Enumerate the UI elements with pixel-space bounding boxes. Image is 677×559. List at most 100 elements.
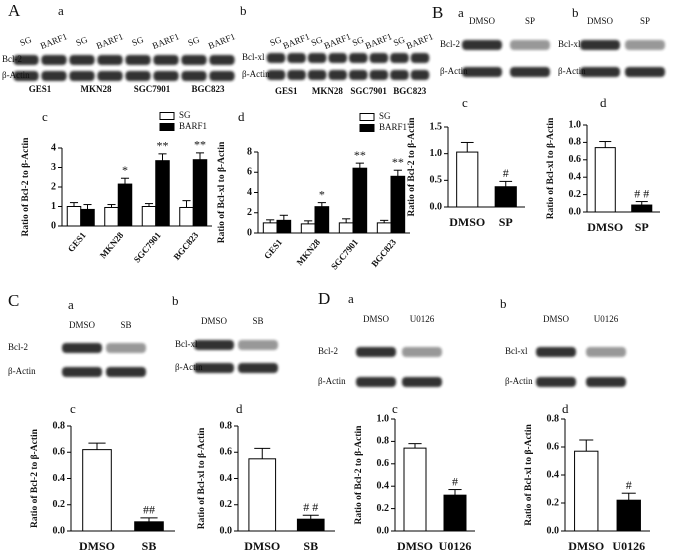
y-tick-label: 0.0 [569, 206, 582, 217]
y-tick-label: 1.0 [569, 119, 582, 130]
bar [104, 206, 119, 227]
blot-band [266, 53, 286, 63]
blot-band [97, 55, 123, 65]
blot-band [153, 55, 179, 65]
significance-label: ** [354, 148, 366, 162]
row-label: β-Actin [440, 66, 468, 76]
blot-band [402, 347, 442, 357]
y-tick-label: 0.2 [53, 499, 66, 510]
y-axis-label: Ratio of Bcl-xl to β-Actin [546, 117, 556, 219]
bar [155, 160, 170, 227]
blot-band [238, 340, 278, 350]
lane-label: BARF1 [281, 31, 311, 51]
significance-label: # # [634, 186, 649, 200]
blot-band [13, 55, 39, 65]
y-axis-label: Ratio of Bcl-2 to β-Actin [21, 137, 31, 237]
blot-band [181, 55, 207, 65]
y-tick-label: 1.0 [430, 148, 443, 159]
row-label: Bcl-xl [175, 339, 198, 349]
y-tick-label: 0 [51, 220, 56, 231]
significance-label: # [452, 474, 458, 488]
group-label: BGC823 [191, 84, 225, 94]
y-tick-label: 6 [247, 167, 252, 178]
blot-band [307, 53, 327, 63]
lane-label: BARF1 [95, 31, 125, 51]
blot-band [586, 377, 626, 387]
panel-letter: D [318, 289, 330, 308]
lane-label: SG [186, 34, 201, 48]
row-label: Bcl-2 [2, 54, 22, 64]
blot-band [97, 71, 123, 81]
significance-label: ** [392, 155, 404, 169]
bar [574, 450, 599, 532]
row-label: Bcl-2 [8, 342, 28, 352]
x-tick-label: SGC7901 [132, 230, 163, 265]
lane-label: U0126 [594, 314, 619, 324]
subpanel-letter: b [240, 3, 247, 18]
blot-band [369, 70, 389, 80]
y-tick-label: 0.6 [547, 441, 560, 452]
group-label: GES1 [29, 84, 52, 94]
row-label: β-Actin [2, 70, 30, 80]
y-axis-label: Ratio of Bcl-xl to β-Actin [197, 427, 207, 529]
blot-band [625, 67, 665, 77]
y-tick-label: 0.8 [53, 420, 66, 431]
bar [262, 222, 278, 234]
blot-band [238, 363, 278, 373]
y-tick-label: 1.5 [430, 121, 443, 132]
y-tick-label: 0.6 [569, 154, 582, 165]
y-axis-label: Ratio of Bcl-2 to β-Actin [407, 117, 417, 217]
subpanel-letter: a [68, 297, 74, 312]
blot-band [266, 70, 286, 80]
significance-label: * [319, 187, 325, 201]
bar [141, 206, 157, 227]
y-tick-label: 0.5 [430, 175, 443, 186]
lane-label: SG [310, 34, 325, 48]
bar [390, 175, 406, 234]
blot-band [125, 71, 151, 81]
row-label: Bcl-2 [440, 39, 460, 49]
y-tick-label: 0.2 [569, 189, 582, 200]
blot-band [510, 40, 550, 50]
subpanel-letter: d [600, 95, 607, 110]
bar [192, 159, 208, 227]
significance-label: ## [143, 503, 155, 517]
y-tick-label: 0.4 [220, 473, 233, 484]
group-label: SGC7901 [350, 86, 387, 96]
blot-band [209, 71, 235, 81]
y-tick-label: 2 [51, 181, 56, 192]
x-tick-label: SGC7901 [329, 237, 360, 272]
y-tick-label: 0.6 [220, 447, 233, 458]
blot-band [194, 363, 234, 373]
blot-band [349, 70, 368, 80]
x-tick-label: SP [499, 215, 513, 229]
row-label: β-Actin [175, 362, 203, 372]
blot-band [41, 71, 67, 81]
blot-band [153, 71, 179, 81]
bar [456, 151, 479, 208]
legend-swatch [359, 124, 375, 132]
row-label: β-Actin [505, 376, 533, 386]
lane-label: DMSO [201, 316, 228, 326]
y-tick-label: 0.6 [377, 458, 390, 469]
legend-swatch [359, 113, 375, 121]
x-tick-label: U0126 [439, 539, 472, 553]
blot-band [125, 55, 151, 65]
subpanel-letter: c [462, 95, 468, 110]
y-axis-label: Ratio of Bcl-2 to β-Actin [30, 428, 40, 528]
lane-label: SB [120, 320, 131, 330]
legend-swatch [159, 123, 175, 131]
bar [631, 204, 653, 213]
bar [296, 518, 325, 532]
y-axis-label: Ratio of Bcl-xl to β-Actin [217, 141, 227, 243]
blot-band [106, 343, 146, 353]
y-tick-label: 0.2 [220, 499, 233, 510]
blot-band [410, 70, 430, 80]
subpanel-letter: b [572, 5, 579, 20]
y-tick-label: 8 [247, 146, 252, 157]
blot-band [194, 340, 234, 350]
lane-label: SG [268, 34, 283, 48]
bar [179, 206, 194, 227]
bar [300, 223, 316, 234]
